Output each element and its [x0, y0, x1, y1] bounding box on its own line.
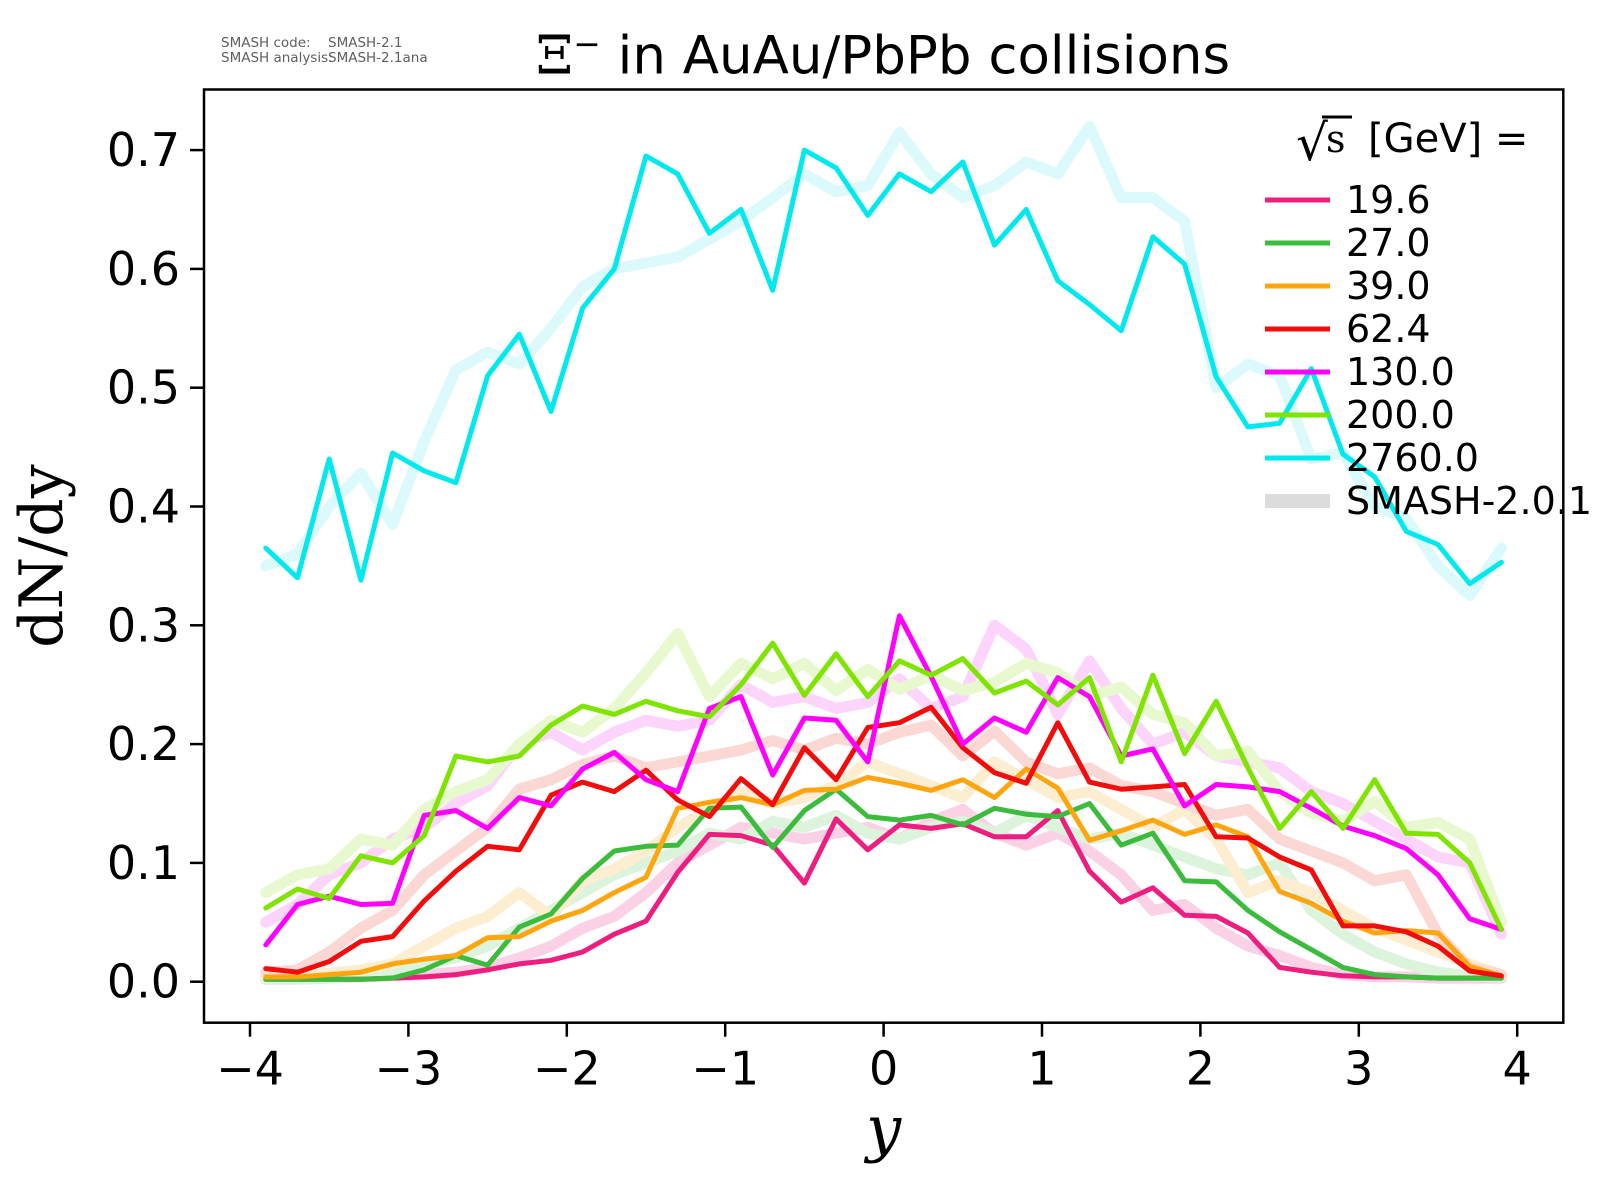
series-39.0-smash21-line [263, 766, 1504, 980]
y-tick-label: 0.5 [107, 361, 180, 415]
smash-analysis-value: SMASH-2.1ana [328, 50, 428, 66]
series-200.0-smash21-line [263, 640, 1504, 932]
series-27.0-smash21-line [263, 786, 1504, 982]
legend-label-SMASH-2.0.1: SMASH-2.0.1 [1346, 479, 1592, 523]
series-130.0-smash21-line [263, 613, 1504, 948]
title-superscript-minus: − [573, 24, 601, 63]
legend-title-s: s [1326, 117, 1346, 161]
smash-analysis-label: SMASH analysis: [221, 50, 333, 66]
x-axis-label: y [863, 1092, 902, 1165]
x-tick-label: 4 [1503, 1042, 1532, 1096]
series-39.0-smash201-line [260, 756, 1507, 983]
series-19.6-smash21-line [263, 808, 1504, 982]
y-tick-label: 0.2 [107, 717, 180, 771]
legend-label-19.6: 19.6 [1346, 178, 1431, 222]
plot-title: Ξ− in AuAu/PbPb collisions [0, 24, 1600, 87]
y-tick-label: 0.3 [107, 598, 180, 652]
y-tick-label: 0.6 [107, 242, 180, 296]
x-tick-label: −2 [533, 1042, 601, 1096]
legend-label-200.0: 200.0 [1346, 393, 1455, 437]
x-tick-label: −3 [374, 1042, 442, 1096]
legend: √s [GeV] = 19.627.039.062.4130.0200.02760.… [1265, 114, 1592, 523]
title-xi-symbol: Ξ [535, 25, 574, 87]
y-tick-label: 0.0 [107, 955, 180, 1009]
y-axis-label: dN/dy [7, 464, 77, 648]
series-2760.0-smash21-line [263, 147, 1504, 587]
y-tick-label: 0.7 [107, 123, 180, 177]
legend-title-units: [GeV] = [1368, 116, 1528, 162]
legend-label-62.4: 62.4 [1346, 307, 1431, 351]
series-62.4-smash201-line [260, 719, 1507, 981]
smash-code-value: SMASH-2.1 [328, 35, 403, 51]
series-62.4-smash21-line [263, 704, 1504, 979]
curves-group [260, 120, 1507, 985]
legend-label-39.0: 39.0 [1346, 264, 1431, 308]
x-tick-label: 0 [869, 1042, 898, 1096]
x-tick-label: 1 [1027, 1042, 1056, 1096]
smash-analysis-line: SMASH analysis:SMASH-2.1ana [221, 51, 428, 66]
legend-label-130.0: 130.0 [1346, 350, 1455, 394]
legend-title-radical: √ [1296, 114, 1328, 172]
title-text: in AuAu/PbPb collisions [600, 25, 1231, 87]
smash-code-label: SMASH code: [221, 35, 311, 51]
smash-code-line: SMASH code: SMASH-2.1 [221, 36, 428, 51]
x-tick-label: 2 [1186, 1042, 1215, 1096]
x-tick-label: 3 [1344, 1042, 1373, 1096]
y-tick-label: 0.4 [107, 480, 180, 534]
x-tick-label: −4 [216, 1042, 284, 1096]
legend-label-2760.0: 2760.0 [1346, 436, 1479, 480]
y-tick-label: 0.1 [107, 836, 180, 890]
smash-version-annotation: SMASH code: SMASH-2.1 SMASH analysis:SMAS… [221, 36, 428, 66]
legend-label-27.0: 27.0 [1346, 221, 1431, 265]
x-tick-label: −1 [691, 1042, 759, 1096]
